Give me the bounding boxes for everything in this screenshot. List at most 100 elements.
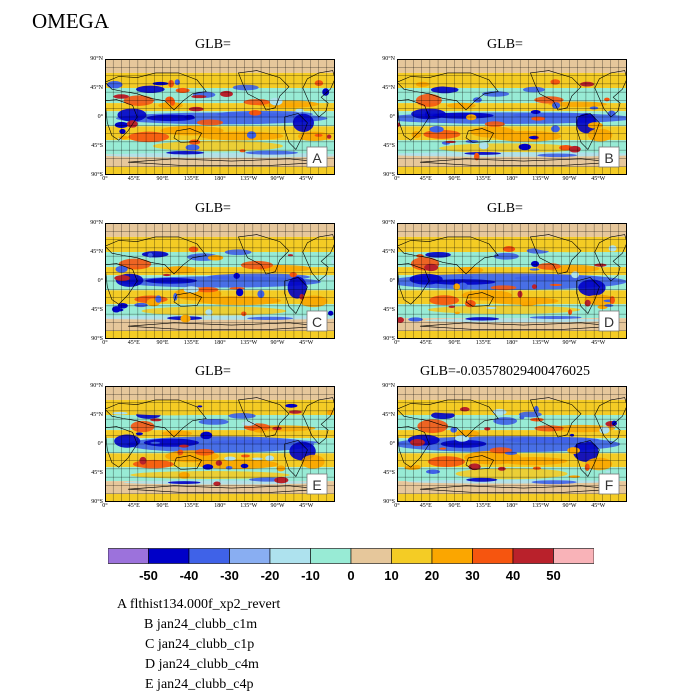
lon-tick-label: 135°W — [240, 503, 258, 509]
field-cell — [608, 245, 617, 252]
field-cell — [502, 245, 516, 253]
field-cell — [568, 475, 581, 478]
panel-glb-title: GLB= — [195, 201, 231, 216]
panel-glb-title: GLB= — [195, 37, 231, 52]
lon-tick-label: 180° — [214, 340, 226, 346]
colorbar-swatch — [229, 548, 271, 564]
coastline — [237, 234, 290, 275]
map-svg: A — [105, 59, 335, 175]
field-cell — [425, 110, 430, 119]
field-cell — [576, 113, 597, 134]
field-cell — [464, 300, 476, 308]
field-cell — [272, 426, 282, 431]
field-cell — [152, 81, 169, 86]
field-cell — [123, 95, 154, 106]
field-cell — [198, 296, 282, 306]
field-cell — [466, 477, 498, 482]
field-cell — [569, 145, 581, 153]
colorbar-swatch — [391, 548, 433, 564]
field-cell — [492, 408, 507, 416]
map-svg: C — [105, 223, 335, 339]
field-cell — [178, 471, 190, 479]
colorbar-swatch — [269, 548, 311, 564]
field-cell — [175, 87, 190, 93]
lat-tick-label: 45°N — [90, 85, 103, 91]
field-cell — [251, 457, 263, 461]
coastline — [105, 99, 138, 141]
field-cell — [247, 316, 294, 321]
coastline — [576, 113, 600, 151]
field-cell — [531, 284, 537, 290]
field-cell — [241, 311, 247, 317]
lon-tick-label: 135°W — [532, 340, 550, 346]
panel-letter-box — [306, 473, 328, 495]
coastline — [397, 263, 430, 305]
field-cell — [147, 252, 153, 258]
field-cell — [167, 481, 201, 485]
panel-glb-title: GLB= — [195, 364, 231, 379]
lat-tick-label: 90°N — [90, 56, 103, 62]
lon-tick-label: 90°E — [448, 340, 461, 346]
field-cell — [589, 106, 599, 110]
field-cell — [160, 125, 224, 136]
field-cell — [534, 425, 564, 432]
field-cell — [529, 268, 540, 271]
coastline — [127, 485, 324, 493]
field-cell — [500, 457, 568, 466]
lat-tick-label: 45°N — [382, 412, 395, 418]
colorbar-swatch — [148, 548, 190, 564]
field-cell — [604, 97, 610, 102]
coastline — [105, 236, 207, 275]
lon-tick-label: 45°W — [591, 176, 606, 182]
lat-tick-label: 45°S — [383, 307, 395, 313]
lon-tick-label: 90°E — [448, 503, 461, 509]
field-cell — [314, 80, 324, 87]
field-cell — [224, 456, 236, 461]
lon-tick-label: 90°W — [562, 176, 577, 182]
lat-tick-label: 90°N — [382, 383, 395, 389]
field-cell — [150, 441, 161, 444]
colorbar-tick-label: -50 — [139, 568, 158, 583]
coastline — [529, 234, 582, 275]
coastline — [594, 70, 627, 118]
field-cell — [397, 317, 405, 323]
lat-tick-label: 90°N — [382, 220, 395, 226]
field-cell — [322, 276, 335, 280]
lat-tick-label: 45°N — [382, 85, 395, 91]
lat-tick-label: 90°S — [91, 499, 103, 505]
panel-letter: C — [312, 314, 322, 330]
field-cell — [538, 76, 611, 87]
field-cell — [134, 302, 148, 308]
lon-tick-label: 135°W — [532, 176, 550, 182]
field-cell — [465, 114, 477, 121]
lon-tick-label: 135°W — [240, 176, 258, 182]
panel-letter: F — [605, 477, 614, 493]
legend-line-d: D jan24_clubb_c4m — [145, 657, 259, 672]
lon-tick-label: 45°E — [419, 340, 432, 346]
coastline — [302, 397, 335, 445]
lon-tick-label: 45°E — [419, 176, 432, 182]
field-cell — [599, 426, 610, 434]
lon-tick-label: 0° — [102, 340, 108, 346]
map-panel-f: GLB=-0.03578029400476025 F 90°N 45°N 0° 45°… — [375, 364, 635, 509]
colorbar — [107, 548, 595, 564]
lon-tick-label: 45°E — [127, 340, 140, 346]
field-cell — [215, 460, 223, 466]
map-panel-c: GLB= C 90°N 45°N 0° 45°S 90°S 0° 45°E 90°E 135°E… — [83, 201, 343, 346]
field-cell — [123, 480, 320, 485]
field-cell — [141, 251, 169, 258]
lon-tick-label: 90°W — [270, 503, 285, 509]
field-cell — [232, 84, 259, 91]
coastline — [397, 236, 499, 275]
field-cell — [166, 151, 205, 155]
field-cell — [450, 427, 458, 433]
field-cell — [248, 110, 262, 116]
colorbar-tick-label: 50 — [546, 568, 561, 583]
colorbar-tick-label: 0 — [347, 568, 355, 583]
coastline — [105, 399, 207, 438]
field-cell — [530, 417, 544, 422]
map-svg: E — [105, 386, 335, 502]
field-cell — [430, 86, 459, 94]
lat-tick-label: 45°N — [90, 412, 103, 418]
coastline — [127, 322, 324, 330]
